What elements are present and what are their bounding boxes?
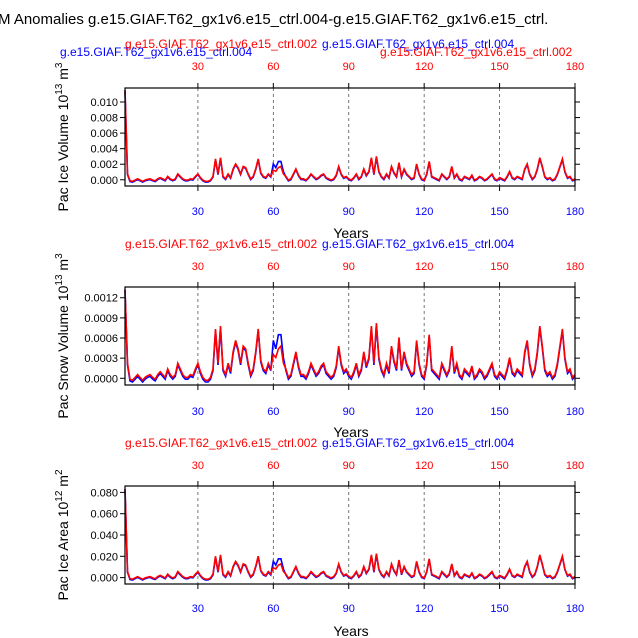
- y-axis-label-unit-exponent: 2: [54, 469, 65, 475]
- x-tick-label-top: 180: [566, 261, 584, 273]
- x-axis-label: Years: [333, 623, 368, 638]
- series-line-b: [124, 289, 576, 382]
- x-tick-label-top: 150: [490, 61, 508, 73]
- y-tick-label: 0.0000: [84, 373, 118, 385]
- y-tick-label: 0.000: [90, 175, 118, 187]
- x-tick-label-top: 30: [192, 61, 204, 73]
- y-tick-label: 0.040: [90, 530, 118, 542]
- y-axis-label-exponent: 13: [54, 274, 65, 286]
- x-tick-label-bottom: 120: [415, 206, 433, 218]
- y-tick-label: 0.0009: [84, 313, 118, 325]
- x-tick-label-bottom: 30: [192, 206, 204, 218]
- series-label-b: g.e15.GIAF.T62_gx1v6.e15_ctrl.002: [125, 237, 317, 251]
- y-axis-label-text: Pac Ice Area 10: [55, 501, 71, 600]
- y-axis-label-unit: m: [55, 68, 71, 84]
- series-label-b-right: g.e15.GIAF.T62_gx1v6.e15_ctrl.002: [380, 45, 572, 59]
- panel-2: 0.0000 0.0003 0.0006 0.0009 0.0012 30 30 60 60 90…: [54, 237, 584, 440]
- x-tick-label-top: 180: [566, 460, 584, 472]
- x-tick-label-top: 60: [267, 460, 279, 472]
- y-tick-label: 0.000: [90, 573, 118, 585]
- x-tick-label-top: 120: [415, 460, 433, 472]
- panels: 0.000 0.002 0.004 0.006 0.008 0.010 30 30 60 60 90…: [54, 37, 584, 638]
- y-tick-label: 0.008: [90, 113, 118, 125]
- series-label-a-left: g.e15.GIAF.T62_gx1v6.e15_ctrl.004: [60, 45, 252, 59]
- x-tick-label-top: 150: [490, 460, 508, 472]
- y-axis-label: Pac Ice Area 1012 m2: [54, 469, 71, 601]
- x-tick-label-top: 120: [415, 61, 433, 73]
- plot-frame: [124, 286, 576, 386]
- y-axis-label-text: Pac Ice Volume 10: [55, 95, 71, 212]
- series-line-b: [124, 90, 576, 183]
- x-tick-label-bottom: 180: [566, 603, 584, 615]
- x-tick-label-bottom: 90: [343, 603, 355, 615]
- x-tick-label-bottom: 150: [490, 406, 508, 418]
- y-tick-label: 0.080: [90, 487, 118, 499]
- x-tick-label-bottom: 30: [192, 603, 204, 615]
- series-line-b: [124, 489, 576, 581]
- x-tick-label-top: 30: [192, 261, 204, 273]
- y-tick-label: 0.010: [90, 97, 118, 109]
- x-tick-label-bottom: 180: [566, 406, 584, 418]
- y-axis-label-unit: m: [55, 259, 71, 275]
- plot-frame: [124, 485, 576, 585]
- x-tick-label-bottom: 90: [343, 206, 355, 218]
- y-tick-label: 0.020: [90, 551, 118, 563]
- y-axis-label-unit: m: [55, 475, 71, 491]
- y-tick-label: 0.0012: [84, 293, 118, 305]
- x-tick-label-bottom: 60: [267, 206, 279, 218]
- x-axis-label: Years: [333, 424, 368, 440]
- series-label-b: g.e15.GIAF.T62_gx1v6.e15_ctrl.002: [125, 37, 317, 51]
- x-tick-label-bottom: 150: [490, 206, 508, 218]
- x-tick-label-bottom: 120: [415, 406, 433, 418]
- y-axis-label: Pac Snow Volume 1013 m3: [54, 253, 71, 419]
- x-tick-label-top: 150: [490, 261, 508, 273]
- y-tick-label: 0.004: [90, 144, 118, 156]
- y-axis-label-exponent: 12: [54, 490, 65, 502]
- y-axis-label-unit-exponent: 3: [54, 253, 65, 259]
- x-tick-label-bottom: 120: [415, 603, 433, 615]
- y-tick-label: 0.006: [90, 128, 118, 140]
- y-axis-label-unit-exponent: 3: [54, 62, 65, 68]
- plot-frame: [124, 87, 576, 187]
- series-label-a: g.e15.GIAF.T62_gx1v6.e15_ctrl.004: [322, 37, 514, 51]
- y-axis-label-exponent: 13: [54, 83, 65, 95]
- x-tick-label-bottom: 30: [192, 406, 204, 418]
- x-tick-label-top: 30: [192, 460, 204, 472]
- x-tick-label-bottom: 60: [267, 603, 279, 615]
- x-tick-label-top: 60: [267, 261, 279, 273]
- x-tick-label-bottom: 90: [343, 406, 355, 418]
- x-tick-label-bottom: 180: [566, 206, 584, 218]
- y-axis-label-text: Pac Snow Volume 10: [55, 285, 71, 418]
- series-label-a: g.e15.GIAF.T62_gx1v6.e15_ctrl.004: [322, 436, 514, 450]
- panel-1: 0.000 0.002 0.004 0.006 0.008 0.010 30 30 60 60 90…: [54, 37, 584, 241]
- x-tick-label-top: 90: [343, 460, 355, 472]
- y-tick-label: 0.0006: [84, 333, 118, 345]
- y-tick-label: 0.002: [90, 159, 118, 171]
- figure-title: M Anomalies g.e15.GIAF.T62_gx1v6.e15_ctr…: [0, 11, 548, 28]
- y-axis-label: Pac Ice Volume 1013 m3: [54, 62, 71, 211]
- x-tick-label-bottom: 60: [267, 406, 279, 418]
- series-line-a: [124, 489, 576, 581]
- x-tick-label-top: 180: [566, 61, 584, 73]
- y-tick-label: 0.060: [90, 509, 118, 521]
- x-axis-label: Years: [333, 225, 368, 241]
- y-tick-label: 0.0003: [84, 353, 118, 365]
- series-line-a: [124, 90, 576, 184]
- x-tick-label-top: 60: [267, 61, 279, 73]
- panel-3: 0.000 0.020 0.040 0.060 0.080 30 30 60 60 90 90 120…: [54, 436, 584, 638]
- x-tick-label-top: 90: [343, 261, 355, 273]
- series-label-b: g.e15.GIAF.T62_gx1v6.e15_ctrl.002: [125, 436, 317, 450]
- x-tick-label-top: 120: [415, 261, 433, 273]
- series-label-a: g.e15.GIAF.T62_gx1v6.e15_ctrl.004: [322, 237, 514, 251]
- x-tick-label-top: 90: [343, 61, 355, 73]
- x-tick-label-bottom: 150: [490, 603, 508, 615]
